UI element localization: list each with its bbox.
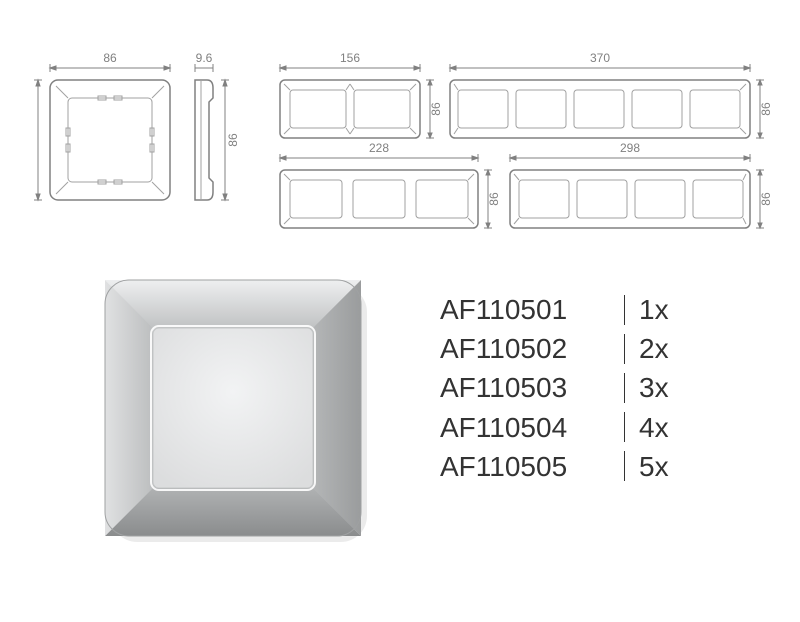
product-qty: 2x xyxy=(639,329,679,368)
product-render xyxy=(95,270,375,550)
frame-triple: 228 86 xyxy=(280,141,501,228)
dim-quint-w: 370 xyxy=(590,51,610,65)
dim-single-h: 86 xyxy=(226,133,240,147)
product-list: AF110501 1x AF110502 2x AF110503 3x AF11… xyxy=(440,290,679,486)
product-sku: AF110501 xyxy=(440,290,610,329)
product-row: AF110505 5x xyxy=(440,447,679,486)
product-sku: AF110504 xyxy=(440,408,610,447)
product-qty: 3x xyxy=(639,368,679,407)
product-row: AF110502 2x xyxy=(440,329,679,368)
separator xyxy=(624,334,625,364)
dim-double-w: 156 xyxy=(340,51,360,65)
dim-double-h: 86 xyxy=(429,102,443,116)
product-qty: 1x xyxy=(639,290,679,329)
dim-depth: 9.6 xyxy=(196,51,213,65)
frame-quad: 298 86 xyxy=(510,141,773,228)
product-sku: AF110503 xyxy=(440,368,610,407)
frame-single-side: 9.6 86 xyxy=(195,51,240,200)
dim-single-w: 86 xyxy=(103,51,117,65)
product-row: AF110501 1x xyxy=(440,290,679,329)
dim-quad-w: 298 xyxy=(620,141,640,155)
product-sku: AF110505 xyxy=(440,447,610,486)
product-sku: AF110502 xyxy=(440,329,610,368)
technical-drawings: 86 9.6 xyxy=(0,0,800,250)
separator xyxy=(624,412,625,442)
product-row: AF110504 4x xyxy=(440,408,679,447)
separator xyxy=(624,451,625,481)
product-row: AF110503 3x xyxy=(440,368,679,407)
dim-triple-h: 86 xyxy=(487,192,501,206)
dim-quint-h: 86 xyxy=(759,102,773,116)
separator xyxy=(624,373,625,403)
product-qty: 5x xyxy=(639,447,679,486)
product-qty: 4x xyxy=(639,408,679,447)
dim-triple-w: 228 xyxy=(369,141,389,155)
dim-quad-h: 86 xyxy=(759,192,773,206)
frame-double: 156 86 xyxy=(280,51,443,138)
frame-single-front: 86 xyxy=(34,51,170,200)
frame-quint: 370 86 xyxy=(450,51,773,138)
separator xyxy=(624,295,625,325)
